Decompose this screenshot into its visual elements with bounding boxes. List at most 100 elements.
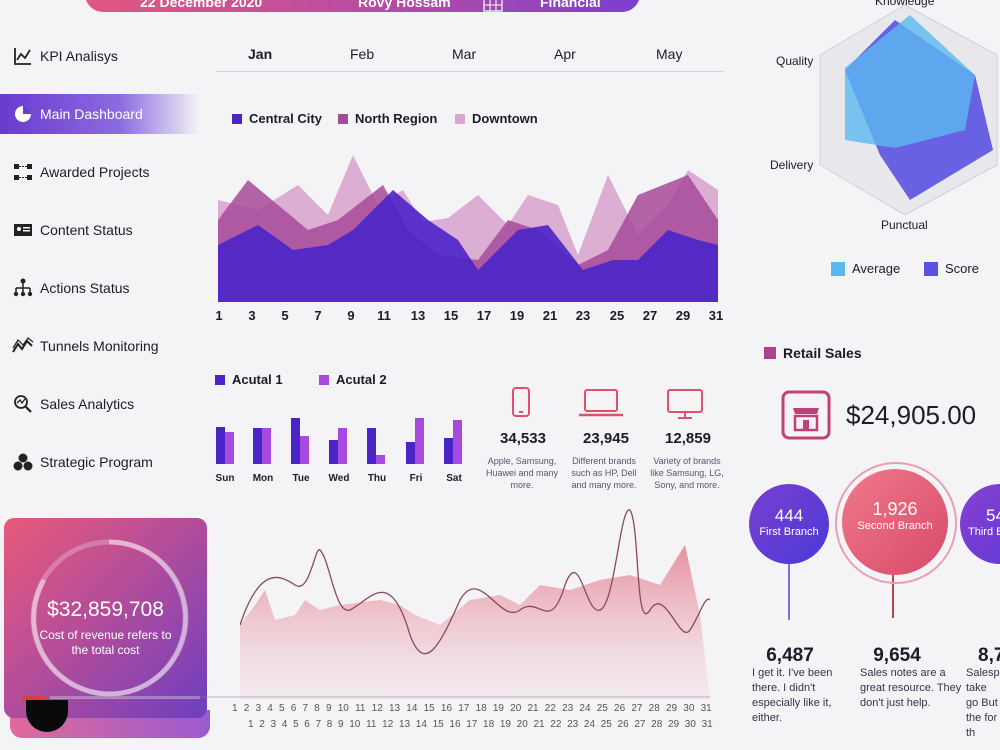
tick: 22 [550,719,562,730]
sidebar-item-label: Actions Status [40,280,130,296]
legend-downtown: Downtown [455,111,538,126]
legend-swatch [764,347,776,359]
month-mar[interactable]: Mar [452,46,477,62]
legend-swatch [319,374,329,385]
sidebar-item-actions-status[interactable]: Actions Status [0,268,200,308]
legend-swatch [455,113,465,124]
x-tick: 7 [314,308,322,323]
x-tick: 3 [248,308,256,323]
sidebar-item-kpi-analisys[interactable]: KPI Analisys [0,36,200,76]
tick: 1 [248,719,254,730]
tick: 25 [600,719,612,730]
tick: 9 [338,719,344,730]
legend-acutal-1: Acutal 1 [215,372,283,387]
tick: 5 [293,719,299,730]
sidebar-item-content-status[interactable]: Content Status [0,210,200,250]
tick: 30 [683,703,695,714]
sidebar-item-sales-analytics[interactable]: Sales Analytics [0,384,200,424]
bar-tue-2 [300,436,309,464]
hierarchy-icon [12,277,34,299]
tick: 8 [314,703,320,714]
tick: 20 [510,703,522,714]
month-jan[interactable]: Jan [248,46,273,62]
banner-person: Rovy Hossam [358,0,451,10]
top-banner: 22 December 2020 Rovy Hossam Financial [85,0,640,12]
x-tick: 25 [609,308,625,323]
tick: 6 [304,719,310,730]
smartphone-icon [512,387,530,417]
tick: 23 [567,719,579,730]
legend-score: Score [924,261,979,276]
day-label: Sat [446,473,462,484]
tick: 11 [366,719,377,730]
banner-date: 22 December 2020 [140,0,263,10]
sidebar-item-main-dashboard[interactable]: Main Dashboard [0,94,200,134]
tick: 21 [533,719,545,730]
tick: 2 [259,719,265,730]
legend-label: Central City [249,111,322,126]
branch-circle-first[interactable]: 444 First Branch [749,484,829,564]
sidebar-item-label: Main Dashboard [40,106,143,122]
tick: 26 [614,703,626,714]
sidebar-item-tunnels-monitoring[interactable]: Tunnels Monitoring [0,326,200,366]
tick: 27 [631,703,643,714]
tick: 20 [516,719,528,730]
branch-circle-third[interactable]: 54 Third Branch [960,484,1000,564]
tick: 19 [492,703,504,714]
wave-line [240,509,710,655]
tick: 17 [466,719,478,730]
tick: 6 [290,703,297,714]
day-label: Fri [409,473,423,484]
tick: 13 [388,703,401,714]
x-tick: 1 [215,308,223,323]
branch-name: Second Branch [857,520,933,532]
stat-value-phones: 34,533 [500,430,546,447]
tick: 18 [483,719,495,730]
tick: 31 [700,703,712,714]
bottom-ticks-row-1: 1 2 3 4 5 6 7 8 9 10 11 12 13 14 15 16 17 18 19 20 21 22 23 24 2… [232,703,712,714]
sidebar-item-awarded-projects[interactable]: Awarded Projects [0,152,200,192]
tick: 2 [243,703,250,714]
month-feb[interactable]: Feb [350,46,375,62]
legend-north-region: North Region [338,111,437,126]
magnifier-chart-icon [12,393,34,415]
cost-card: $32,859,708 Cost of revenue refers to th… [4,518,207,718]
tick: 14 [406,703,418,714]
tick: 4 [281,719,288,730]
tick: 16 [440,703,453,714]
x-tick: 9 [347,308,355,323]
x-tick: 27 [642,308,658,323]
branch-circle-second[interactable]: 1,926 Second Branch [842,469,948,575]
month-may[interactable]: May [656,46,683,62]
tick: 14 [415,719,427,730]
day-label: Mon [252,473,274,484]
legend-label: Score [945,261,979,276]
sidebar-item-label: KPI Analisys [40,48,118,64]
tick: 9 [326,703,332,714]
sidebar-item-label: Content Status [40,222,133,238]
progress-track[interactable] [20,696,710,698]
retail-sales-title: Retail Sales [764,345,862,361]
bar-mon-2 [262,428,271,464]
stat-desc-monitors: Variety of brands like Samsung, LG, Sony… [650,456,724,490]
bar-tue-1 [291,418,300,464]
tick: 28 [648,703,660,714]
radar-label-knowledge: Knowledge [875,0,935,8]
tick: 15 [423,703,435,714]
branch-ring-second [835,462,957,584]
sidebar-item-strategic-program[interactable]: Strategic Program [0,442,200,482]
stat-value-monitors: 12,859 [665,430,711,447]
bar-wed-1 [329,440,338,464]
flow-icon [12,161,34,183]
bar-sun-1 [216,427,225,464]
sidebar-item-label: Sales Analytics [40,396,135,412]
tick: 24 [579,703,591,714]
radar-label-delivery: Delivery [770,158,814,172]
tick: 4 [267,703,273,714]
bar-fri-2 [415,418,424,464]
bottom-ticks-row-2: 1 2 3 4 5 6 7 8 9 10 11 12 13 14 15 16 17 18 19 20 21 22 23 24 2… [248,719,713,730]
month-apr[interactable]: Apr [554,46,576,62]
branch-value-first: 6,487 [766,645,814,666]
cost-ring [22,539,200,700]
legend-swatch [831,261,845,276]
